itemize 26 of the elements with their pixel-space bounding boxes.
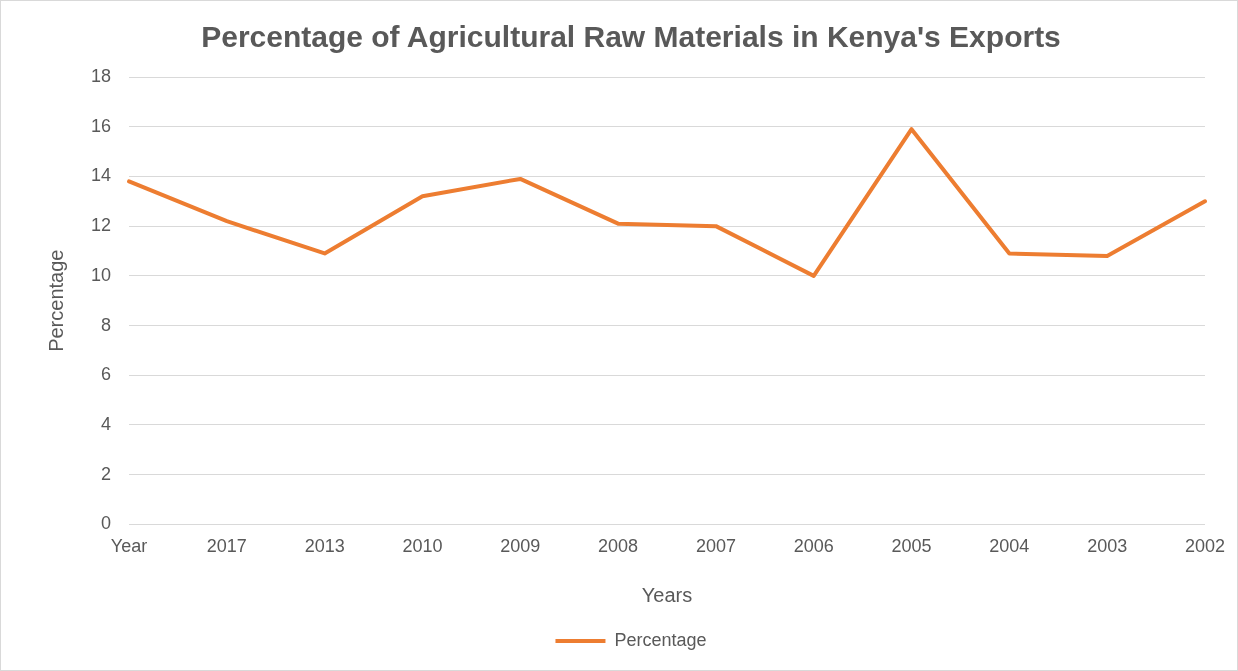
x-tick-label: 2009 <box>500 536 541 557</box>
x-tick-label: 2013 <box>304 536 345 557</box>
y-tick-label: 4 <box>101 413 112 434</box>
chart-title: Percentage of Agricultural Raw Materials in Kenya's Exports <box>201 20 1061 54</box>
x-axis-title: Years <box>641 583 693 606</box>
x-tick-label: 2017 <box>206 536 247 557</box>
y-tick-label: 18 <box>90 65 112 86</box>
y-tick-label: 0 <box>101 513 112 534</box>
x-tick-label: 2008 <box>598 536 639 557</box>
y-tick-label: 8 <box>101 314 112 335</box>
x-tick-label: 2010 <box>402 536 443 557</box>
y-tick-label: 6 <box>101 364 112 385</box>
x-tick-label: Year <box>110 536 148 557</box>
y-tick-label: 12 <box>90 215 112 236</box>
y-tick-label: 2 <box>101 463 112 484</box>
y-tick-label: 14 <box>90 165 112 186</box>
x-tick-label: 2006 <box>793 536 834 557</box>
x-tick-label: 2005 <box>891 536 932 557</box>
y-axis-title: Percentage <box>44 249 67 352</box>
legend-label: Percentage <box>614 629 707 650</box>
x-tick-label: 2003 <box>1087 536 1128 557</box>
x-tick-label: 2002 <box>1184 536 1225 557</box>
y-tick-label: 10 <box>90 264 112 285</box>
x-tick-label: 2004 <box>989 536 1030 557</box>
x-tick-label: 2007 <box>695 536 736 557</box>
y-tick-label: 16 <box>90 115 112 136</box>
